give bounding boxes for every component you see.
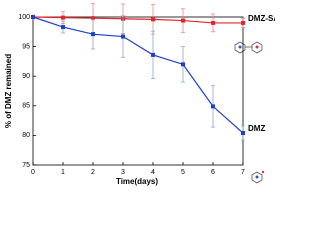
data-point xyxy=(211,104,215,109)
molecule-icon xyxy=(251,170,265,184)
plot-frame xyxy=(32,16,244,166)
data-point xyxy=(91,32,95,37)
y-tick-label: 75 xyxy=(22,162,30,169)
series-line xyxy=(32,16,244,134)
data-point xyxy=(31,15,35,19)
data-point xyxy=(151,17,155,22)
chart: Time(days) % of DMZ remained 75808590951… xyxy=(4,2,275,186)
x-tick-label: 0 xyxy=(31,169,35,176)
x-tick-label: 5 xyxy=(181,169,185,176)
molecule-icon xyxy=(234,41,263,54)
data-point xyxy=(61,25,65,30)
x-tick-label: 2 xyxy=(91,169,95,176)
data-point xyxy=(61,15,65,20)
data-point xyxy=(151,52,155,57)
data-point xyxy=(241,20,245,25)
x-tick-label: 6 xyxy=(211,169,215,176)
x-tick-label: 1 xyxy=(61,169,65,176)
data-point xyxy=(121,34,125,39)
y-tick-label: 90 xyxy=(22,73,30,80)
data-point xyxy=(241,131,245,136)
x-tick-label: 4 xyxy=(151,169,155,176)
y-axis-title: % of DMZ remained xyxy=(4,54,13,128)
x-tick-label: 7 xyxy=(241,169,245,176)
data-point xyxy=(181,62,185,67)
data-point xyxy=(181,18,185,23)
x-axis-title: Time(days) xyxy=(116,177,158,186)
y-tick-label: 80 xyxy=(22,132,30,139)
data-point xyxy=(91,16,95,21)
x-tick-label: 3 xyxy=(121,169,125,176)
data-point xyxy=(211,20,215,25)
y-tick-label: 95 xyxy=(22,43,30,50)
series-name: DMZ xyxy=(248,124,265,133)
series-line xyxy=(32,16,243,24)
y-tick-label: 100 xyxy=(18,14,30,21)
series-name: DMZ-SAC xyxy=(248,14,275,23)
y-tick-label: 85 xyxy=(22,103,30,110)
